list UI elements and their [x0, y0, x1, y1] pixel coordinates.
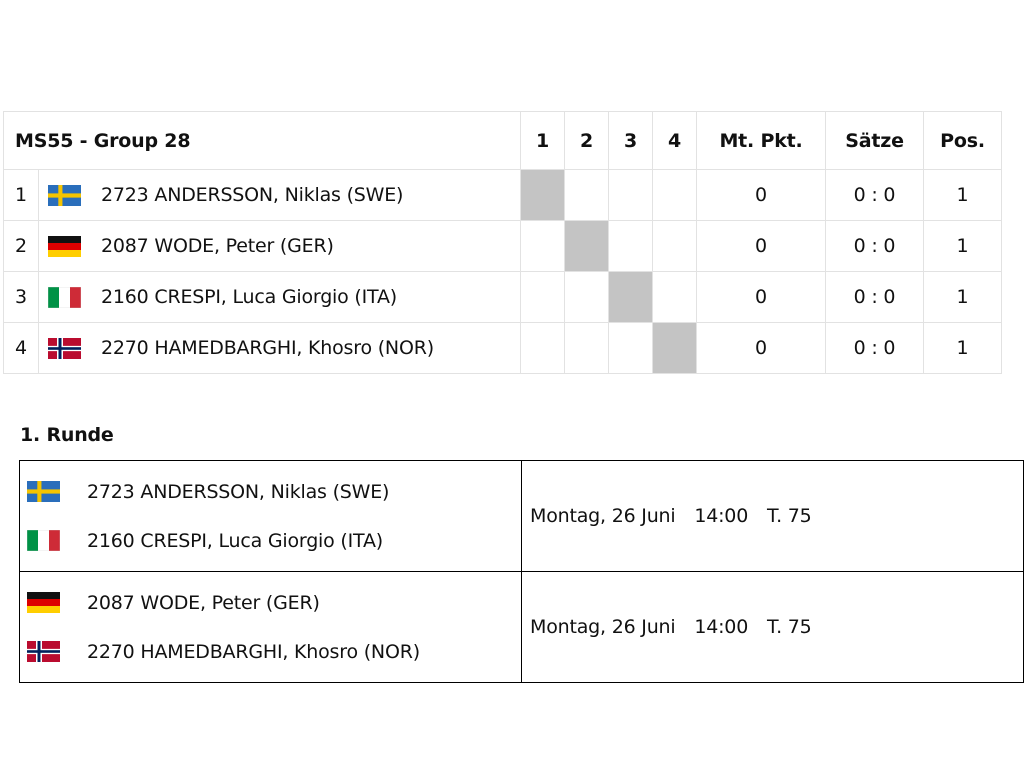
- match-players: 2087 WODE, Peter (GER) 2270 HAMEDBARGHI,…: [19, 571, 522, 683]
- result-cell-self: [652, 322, 697, 374]
- table-row: 4 2270 HAMEDBARGHI, Khosro (NOR) 0 0 : 0…: [3, 322, 1002, 374]
- table-row: 1 2723 ANDERSSON, Niklas (SWE) 0 0 : 0 1: [3, 169, 1002, 221]
- group-header-row: MS55 - Group 28 1 2 3 4 Mt. Pkt. Sätze P…: [3, 111, 1002, 170]
- result-cell: [520, 271, 565, 323]
- row-number: 3: [3, 271, 39, 323]
- result-cell: [608, 322, 653, 374]
- result-cell: [608, 220, 653, 272]
- column-header-position: Pos.: [923, 111, 1002, 170]
- player-name-link[interactable]: 2160 CRESPI, Luca Giorgio (ITA): [87, 529, 383, 552]
- player-name-link[interactable]: 2723 ANDERSSON, Niklas (SWE): [87, 480, 390, 503]
- column-header-match-points: Mt. Pkt.: [696, 111, 826, 170]
- column-header-3: 3: [608, 111, 653, 170]
- result-cell-self: [608, 271, 653, 323]
- row-number: 1: [3, 169, 39, 221]
- player-cell: 2270 HAMEDBARGHI, Khosro (NOR): [38, 322, 521, 374]
- germany-flag-icon: [48, 236, 81, 257]
- round-title: 1. Runde: [20, 424, 114, 446]
- table-row: 2 2087 WODE, Peter (GER) 0 0 : 0 1: [3, 220, 1002, 272]
- column-header-4: 4: [652, 111, 697, 170]
- player-name-link[interactable]: 2087 WODE, Peter (GER): [101, 235, 334, 258]
- sets: 0 : 0: [825, 322, 924, 374]
- match-date: Montag, 26 Juni: [530, 616, 676, 638]
- match-player-1: 2723 ANDERSSON, Niklas (SWE): [27, 467, 521, 516]
- sets: 0 : 0: [825, 271, 924, 323]
- player-cell: 2160 CRESPI, Luca Giorgio (ITA): [38, 271, 521, 323]
- result-cell: [520, 220, 565, 272]
- match-row: 2723 ANDERSSON, Niklas (SWE) 2160 CRESPI…: [19, 460, 1024, 572]
- result-cell: [520, 322, 565, 374]
- match-time: 14:00: [694, 505, 749, 527]
- position: 1: [923, 169, 1002, 221]
- result-cell: [652, 220, 697, 272]
- row-number: 4: [3, 322, 39, 374]
- match-player-2: 2160 CRESPI, Luca Giorgio (ITA): [27, 516, 521, 565]
- player-name-link[interactable]: 2270 HAMEDBARGHI, Khosro (NOR): [101, 337, 434, 360]
- column-header-sets: Sätze: [825, 111, 924, 170]
- match-player-1: 2087 WODE, Peter (GER): [27, 578, 521, 627]
- sets: 0 : 0: [825, 220, 924, 272]
- match-players: 2723 ANDERSSON, Niklas (SWE) 2160 CRESPI…: [19, 460, 522, 572]
- italy-flag-icon: [27, 530, 60, 551]
- sweden-flag-icon: [27, 481, 60, 502]
- column-header-1: 1: [520, 111, 565, 170]
- italy-flag-icon: [48, 287, 81, 308]
- germany-flag-icon: [27, 592, 60, 613]
- norway-flag-icon: [48, 338, 81, 359]
- group-title: MS55 - Group 28: [3, 111, 521, 170]
- match-date: Montag, 26 Juni: [530, 505, 676, 527]
- result-cell-self: [520, 169, 565, 221]
- result-cell: [564, 322, 609, 374]
- result-cell: [652, 169, 697, 221]
- norway-flag-icon: [27, 641, 60, 662]
- player-name-link[interactable]: 2160 CRESPI, Luca Giorgio (ITA): [101, 286, 397, 309]
- result-cell: [652, 271, 697, 323]
- position: 1: [923, 322, 1002, 374]
- sets: 0 : 0: [825, 169, 924, 221]
- match-points: 0: [696, 322, 826, 374]
- result-cell: [564, 271, 609, 323]
- player-name-link[interactable]: 2087 WODE, Peter (GER): [87, 591, 320, 614]
- row-number: 2: [3, 220, 39, 272]
- position: 1: [923, 220, 1002, 272]
- match-points: 0: [696, 271, 826, 323]
- match-schedule: Montag, 26 Juni 14:00 T. 75: [521, 571, 1024, 683]
- player-cell: 2087 WODE, Peter (GER): [38, 220, 521, 272]
- position: 1: [923, 271, 1002, 323]
- match-schedule: Montag, 26 Juni 14:00 T. 75: [521, 460, 1024, 572]
- player-name-link[interactable]: 2723 ANDERSSON, Niklas (SWE): [101, 184, 404, 207]
- result-cell: [564, 169, 609, 221]
- match-time: 14:00: [694, 616, 749, 638]
- match-table: T. 75: [766, 616, 812, 638]
- match-row: 2087 WODE, Peter (GER) 2270 HAMEDBARGHI,…: [19, 571, 1024, 683]
- match-points: 0: [696, 169, 826, 221]
- sweden-flag-icon: [48, 185, 81, 206]
- table-row: 3 2160 CRESPI, Luca Giorgio (ITA) 0 0 : …: [3, 271, 1002, 323]
- match-player-2: 2270 HAMEDBARGHI, Khosro (NOR): [27, 627, 521, 676]
- result-cell-self: [564, 220, 609, 272]
- column-header-2: 2: [564, 111, 609, 170]
- round-table: 2723 ANDERSSON, Niklas (SWE) 2160 CRESPI…: [19, 460, 1024, 683]
- player-name-link[interactable]: 2270 HAMEDBARGHI, Khosro (NOR): [87, 640, 420, 663]
- match-points: 0: [696, 220, 826, 272]
- result-cell: [608, 169, 653, 221]
- match-table: T. 75: [766, 505, 812, 527]
- player-cell: 2723 ANDERSSON, Niklas (SWE): [38, 169, 521, 221]
- group-table: MS55 - Group 28 1 2 3 4 Mt. Pkt. Sätze P…: [3, 111, 1002, 374]
